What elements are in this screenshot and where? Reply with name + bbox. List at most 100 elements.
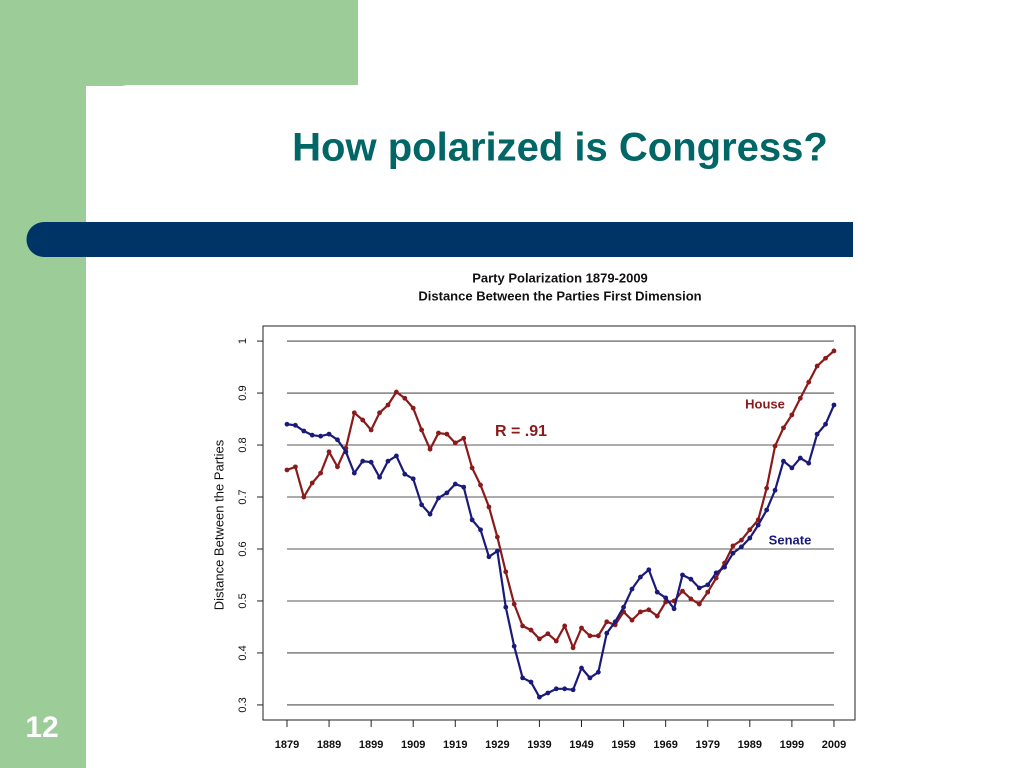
data-point	[284, 421, 290, 427]
data-point	[553, 686, 559, 692]
x-tick-label: 1889	[317, 739, 341, 751]
data-point	[284, 467, 290, 473]
chart-subtitle: Distance Between the Parties First Dimen…	[418, 288, 701, 303]
data-point	[764, 485, 770, 491]
data-point	[823, 355, 828, 361]
data-point	[503, 569, 509, 575]
data-point	[335, 464, 340, 470]
data-point	[738, 544, 744, 550]
x-tick-label: 1879	[275, 739, 299, 751]
x-tick-label: 1909	[401, 739, 425, 751]
x-tick-label: 1899	[359, 739, 383, 751]
divider-bar	[26, 222, 854, 257]
data-point	[402, 471, 408, 477]
data-point	[730, 543, 736, 549]
data-point	[385, 458, 391, 464]
data-point	[654, 589, 660, 595]
data-point	[335, 437, 340, 443]
data-point	[705, 589, 711, 595]
y-axis-label: Distance Between the Parties	[211, 439, 226, 610]
data-point	[452, 481, 458, 487]
data-point	[452, 440, 458, 446]
data-point	[318, 470, 324, 476]
data-point	[587, 633, 593, 639]
data-point	[738, 537, 744, 543]
data-point	[629, 586, 635, 592]
data-point	[579, 625, 584, 631]
data-point	[545, 690, 551, 696]
side-strip	[0, 0, 86, 768]
data-point	[461, 435, 467, 441]
slide-number: 12	[25, 711, 58, 744]
data-point	[427, 511, 433, 517]
data-point	[789, 465, 795, 471]
data-point	[537, 694, 542, 700]
slide-title: How polarized is Congress?	[292, 126, 828, 170]
y-tick-label: 0.8	[237, 437, 249, 452]
data-point	[638, 609, 643, 615]
data-point	[301, 494, 307, 500]
y-tick-label: 0.3	[237, 697, 249, 712]
data-point	[772, 443, 778, 449]
data-point	[309, 480, 315, 486]
data-point	[747, 527, 753, 533]
y-tick-label: 0.7	[237, 489, 249, 504]
data-point	[688, 576, 694, 582]
data-point	[831, 402, 837, 408]
data-point	[318, 433, 324, 439]
data-point	[377, 410, 382, 416]
data-point	[486, 504, 492, 510]
data-point	[638, 574, 643, 580]
x-tick-label: 1989	[738, 739, 762, 751]
data-point	[814, 431, 820, 437]
data-point	[503, 604, 509, 610]
data-point	[696, 601, 702, 607]
data-point	[528, 679, 534, 685]
data-point	[292, 422, 298, 428]
data-point	[427, 446, 433, 452]
data-point	[410, 476, 416, 482]
data-point	[579, 665, 584, 671]
x-tick-label: 1959	[611, 739, 635, 751]
data-point	[385, 402, 391, 408]
data-point	[781, 425, 786, 431]
data-point	[309, 432, 315, 438]
data-point	[360, 417, 366, 423]
data-point	[781, 458, 786, 464]
data-point	[621, 604, 626, 610]
data-point	[772, 487, 778, 493]
data-point	[301, 428, 307, 434]
data-point	[696, 585, 702, 591]
data-point	[646, 567, 652, 573]
data-point	[343, 449, 349, 455]
data-point	[528, 627, 534, 633]
annotation: R = .91	[495, 423, 547, 440]
data-point	[629, 617, 635, 623]
data-point	[680, 588, 685, 594]
data-point	[478, 482, 483, 488]
data-point	[393, 453, 399, 459]
data-point	[393, 389, 399, 395]
data-point	[351, 410, 357, 416]
data-point	[823, 421, 828, 427]
data-point	[713, 575, 719, 581]
data-point	[469, 465, 475, 471]
data-point	[461, 484, 467, 490]
data-point	[419, 427, 425, 433]
data-point	[520, 623, 526, 629]
x-tick-label: 2009	[822, 739, 846, 751]
data-point	[444, 490, 450, 496]
data-point	[755, 522, 761, 528]
data-point	[368, 427, 374, 433]
legend-label: House	[745, 396, 785, 411]
data-point	[292, 464, 298, 470]
x-tick-label: 1949	[569, 739, 593, 751]
y-tick-label: 0.4	[237, 645, 249, 660]
data-point	[520, 675, 526, 681]
plot-frame	[262, 325, 856, 721]
data-point	[797, 395, 803, 401]
data-point	[377, 474, 382, 480]
data-point	[553, 638, 559, 644]
data-point	[722, 564, 727, 570]
